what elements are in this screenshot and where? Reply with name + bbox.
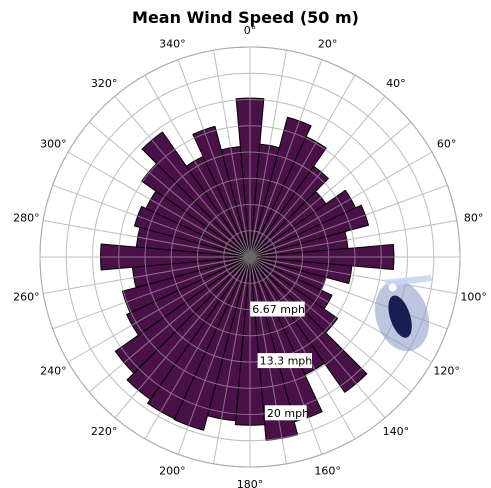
grid-spoke-over — [249, 220, 457, 258]
grid-spoke-over — [249, 74, 356, 258]
grid-spoke-over — [249, 184, 448, 258]
grid-spoke-over — [67, 256, 251, 363]
direction-tick-label: 220° — [91, 425, 118, 438]
grid-spoke-over — [144, 74, 251, 258]
grid-over — [39, 46, 461, 468]
direction-tick-label: 300° — [40, 138, 67, 151]
radial-label-box — [257, 353, 312, 369]
grid-spoke-over — [177, 59, 251, 258]
direction-tick-label: 100° — [460, 290, 487, 303]
direction-tick-label: 140° — [383, 425, 410, 438]
grid-spoke-over — [249, 256, 356, 440]
bars — [100, 97, 395, 441]
grid-spoke-over — [249, 256, 386, 419]
radial-label-box — [264, 405, 307, 421]
grid-spoke-over — [114, 256, 251, 419]
radial-labels: 6.67 mph 13.3 mph 20 mph — [250, 301, 313, 421]
direction-tick-label: 200° — [159, 464, 186, 477]
direction-tick-label: 0° — [244, 24, 257, 37]
direction-tick-label: 340° — [159, 38, 186, 51]
direction-tick-label: 80° — [464, 212, 484, 225]
grid-spoke-over — [43, 220, 251, 258]
grid-spoke-over — [249, 151, 433, 258]
grid-spoke-over — [249, 95, 386, 258]
direction-tick-label: 280° — [13, 212, 40, 225]
grid-spoke-over — [213, 50, 251, 258]
direction-tick-label: 320° — [91, 77, 118, 90]
grid-spoke-over — [249, 59, 323, 258]
direction-tick-label: 240° — [40, 365, 67, 378]
compass-needle-icon — [374, 275, 433, 352]
grid-spoke-over — [144, 256, 251, 440]
direction-tick-label: 180° — [237, 478, 264, 488]
direction-tick-label: 60° — [437, 138, 457, 151]
grid-spoke-over — [213, 256, 251, 464]
direction-tick-label: 260° — [13, 290, 40, 303]
chart-title: Mean Wind Speed (50 m) — [132, 8, 359, 27]
grid-spoke-over — [88, 256, 251, 393]
grid-spoke-over — [249, 256, 412, 393]
grid-spoke-over — [52, 256, 251, 330]
grid-spoke-over — [249, 121, 412, 258]
direction-tick-label: 120° — [433, 365, 460, 378]
direction-ticks: 0° 20° 40° 60° 80° 100° 120° 140° 160° 180° 200° 22… — [13, 24, 487, 488]
radial-label: 13.3 mph — [260, 355, 313, 368]
grid-spoke-over — [114, 95, 251, 258]
radial-label: 6.67 mph — [252, 303, 305, 316]
radial-label-box — [250, 301, 305, 317]
grid-spoke-over — [249, 256, 457, 294]
direction-tick-label: 20° — [318, 38, 338, 51]
grid-spoke-over — [88, 121, 251, 258]
grid-spoke-over — [177, 256, 251, 455]
direction-tick-label: 160° — [314, 464, 341, 477]
direction-tick-label: 40° — [386, 77, 406, 90]
grid-spoke-over — [52, 184, 251, 258]
grid-spoke-over — [249, 50, 287, 258]
grid-spoke-over — [67, 151, 251, 258]
grid-spoke-over — [43, 256, 251, 294]
radial-label: 20 mph — [267, 407, 309, 420]
